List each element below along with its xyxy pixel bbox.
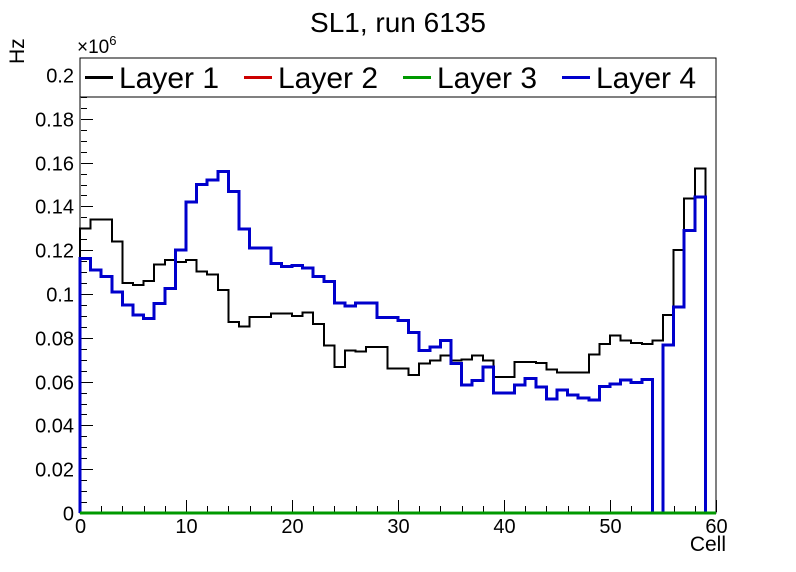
x-tick-label: 20 [281, 516, 303, 538]
y-tick-label: 0.02 [35, 460, 74, 482]
y-tick-label: 0 [63, 504, 74, 526]
series-layer-1 [79, 167, 716, 514]
x-tick-label: 30 [387, 516, 409, 538]
legend-box [79, 57, 717, 98]
x-tick-label: 10 [175, 516, 197, 538]
y-tick-label: 0.1 [46, 285, 74, 307]
legend-label: Layer 1 [119, 62, 219, 95]
x-tick-label: 50 [599, 516, 621, 538]
x-axis-labels: 0 10 20 30 40 50 60 [75, 516, 728, 538]
y-axis-title: Hz [6, 38, 29, 64]
y-tick-label: 0.16 [35, 154, 74, 176]
legend-label: Layer 2 [278, 62, 378, 95]
legend-entry: Layer 2 [244, 62, 378, 95]
chart-title: SL1, run 6135 [310, 7, 486, 38]
y-tick-label: 0.06 [35, 373, 74, 395]
x-tick-label: 60 [705, 516, 727, 538]
legend: Layer 1 Layer 2 Layer 3 Layer 4 [79, 57, 717, 98]
y-tick-label: 0.14 [35, 197, 74, 219]
series-layer-4 [78, 169, 716, 515]
y-tick-label: 0.12 [35, 241, 74, 263]
legend-entry: Layer 3 [403, 62, 537, 95]
y-tick-label: 0.08 [35, 329, 74, 351]
y-tick-label: 0.2 [46, 66, 74, 88]
y-tick-label: 0.18 [35, 110, 74, 132]
y-axis-multiplier: ×106 [77, 33, 116, 58]
x-axis-title: Cell [690, 533, 726, 556]
legend-entry: Layer 1 [85, 62, 219, 95]
legend-entry: Layer 4 [562, 62, 696, 95]
legend-label: Layer 4 [596, 62, 696, 95]
y-tick-label: 0.04 [35, 416, 74, 438]
x-tick-label: 0 [75, 516, 86, 538]
x-tick-label: 40 [493, 516, 515, 538]
y-axis-labels: 0 0.02 0.04 0.06 0.08 0.1 0.12 0.14 0.16 0.18 0.2 [35, 66, 74, 526]
legend-label: Layer 3 [437, 62, 537, 95]
